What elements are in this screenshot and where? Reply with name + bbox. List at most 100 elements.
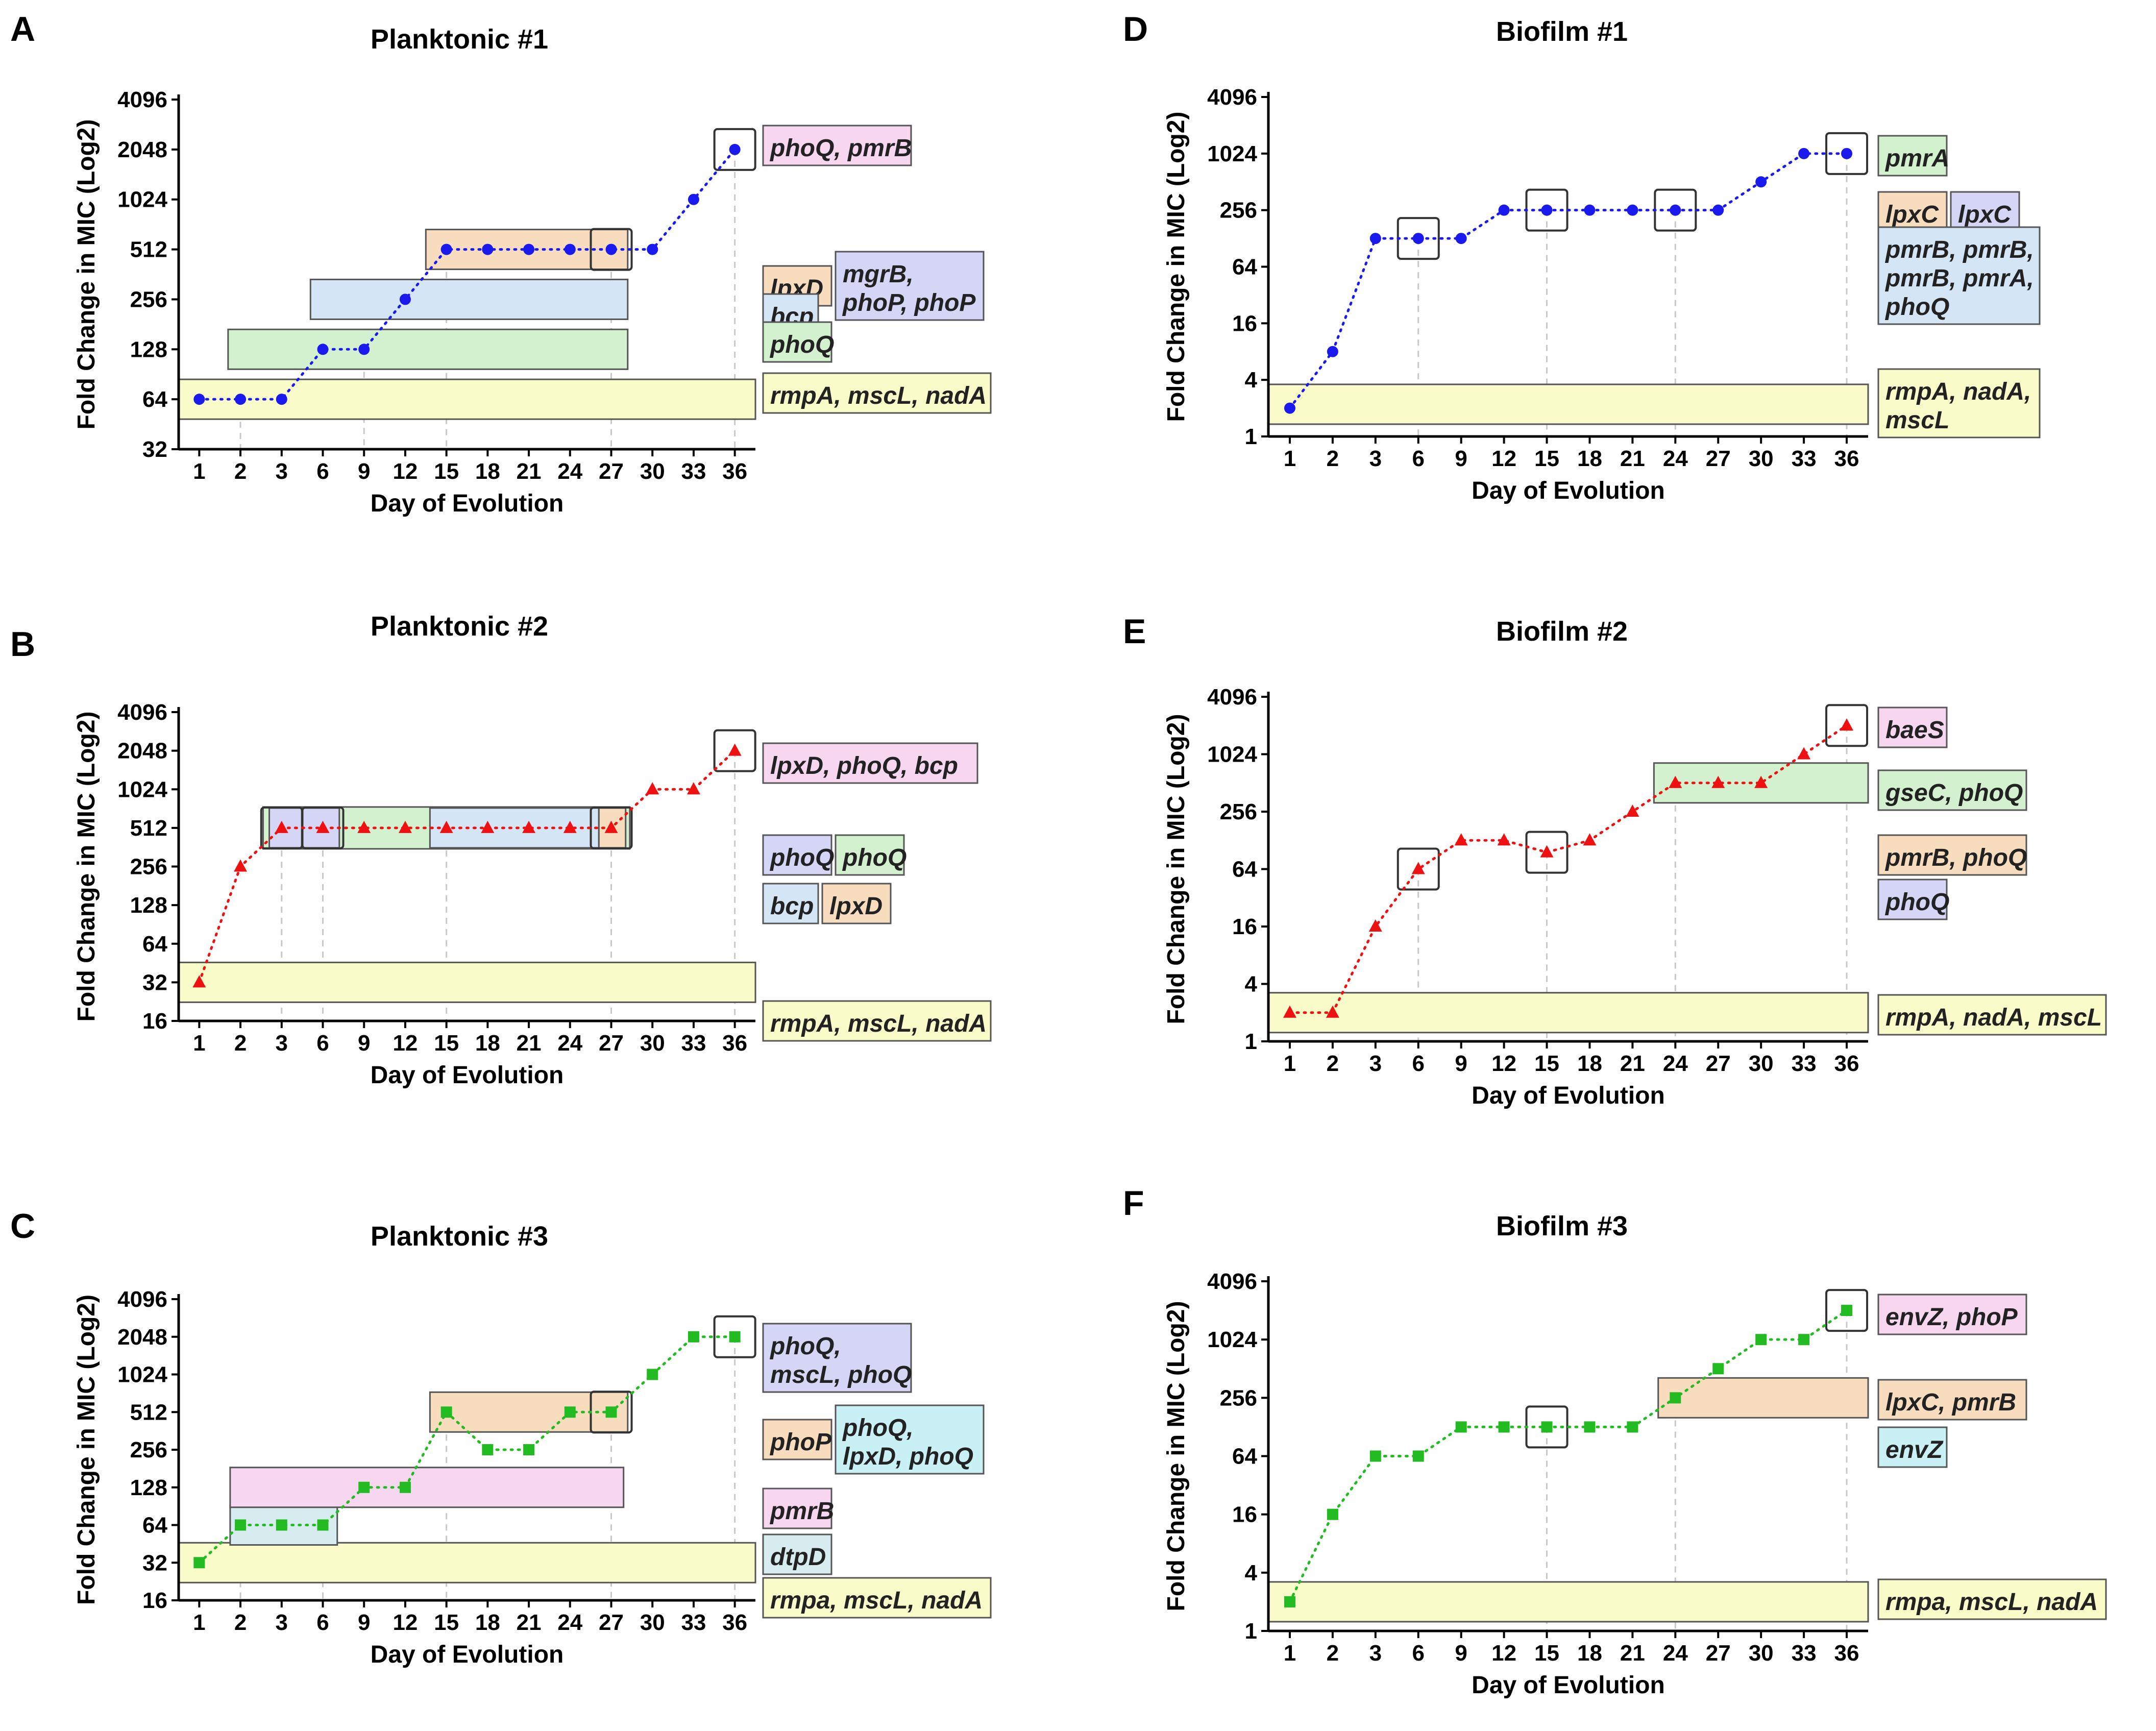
x-tick-label: 24 bbox=[557, 1031, 582, 1056]
x-tick-label: 33 bbox=[1792, 1641, 1817, 1666]
gene-label-line: phoQ, bbox=[842, 1415, 914, 1442]
gene-label-box bbox=[1877, 1379, 2027, 1421]
gene-label-line: mgrB, bbox=[843, 261, 914, 288]
gene-label: envZ, phoP bbox=[1885, 1304, 2018, 1331]
data-point bbox=[688, 1331, 699, 1343]
y-tick-label: 2048 bbox=[117, 739, 167, 764]
data-point bbox=[1627, 1421, 1638, 1433]
panel-a: A Planktonic #132641282565121024204840961… bbox=[10, 10, 992, 517]
x-tick-label: 15 bbox=[434, 1031, 459, 1056]
y-axis-label: Fold Change in MIC (Log2) bbox=[73, 1295, 100, 1605]
gene-label: pmrB, pmrB, pmrB, pmrA, phoQ bbox=[1884, 236, 2034, 321]
y-tick-label: 256 bbox=[1220, 1385, 1257, 1410]
data-point bbox=[193, 394, 205, 405]
x-tick-label: 6 bbox=[1412, 446, 1425, 471]
gene-label: phoQ bbox=[1884, 889, 1949, 916]
data-point bbox=[1455, 233, 1467, 245]
gene-label-box bbox=[762, 125, 912, 166]
x-tick-label: 6 bbox=[316, 459, 329, 484]
x-tick-label: 30 bbox=[640, 1610, 665, 1635]
gene-label-box bbox=[1877, 769, 2027, 811]
x-tick-label: 2 bbox=[234, 459, 247, 484]
y-tick-label: 16 bbox=[1232, 311, 1257, 336]
gene-label-line: phoQ bbox=[1884, 294, 1949, 321]
data-point bbox=[647, 1369, 658, 1380]
gene-label: phoQ bbox=[842, 844, 906, 871]
y-tick-label: 256 bbox=[130, 287, 167, 312]
data-point bbox=[234, 859, 248, 872]
data-point bbox=[440, 1406, 452, 1418]
gene-label-line: phoQ, pmrB bbox=[769, 135, 912, 162]
data-point bbox=[439, 820, 453, 833]
x-tick-label: 33 bbox=[681, 1031, 706, 1056]
x-tick-label: 33 bbox=[1792, 1051, 1817, 1076]
x-tick-label: 12 bbox=[393, 1031, 418, 1056]
x-axis-label: Day of Evolution bbox=[1472, 1082, 1665, 1109]
data-point bbox=[563, 820, 577, 833]
series-line bbox=[1288, 1309, 1848, 1603]
data-point bbox=[1798, 1334, 1810, 1346]
mutation-span bbox=[1267, 1581, 1869, 1623]
y-tick-label: 4 bbox=[1245, 972, 1258, 997]
data-point bbox=[1841, 1305, 1853, 1316]
gene-label: lpxD bbox=[829, 893, 883, 920]
data-point bbox=[1711, 775, 1725, 788]
gene-label-box bbox=[762, 1323, 912, 1393]
data-point bbox=[1583, 833, 1597, 846]
data-point bbox=[1455, 1421, 1467, 1433]
data-point bbox=[605, 243, 617, 255]
gene-label-line: pmrB, pmrB, bbox=[1884, 236, 2034, 263]
y-tick-label: 128 bbox=[130, 1475, 167, 1500]
gene-label-line: pmrB bbox=[769, 1498, 834, 1525]
gene-label-line: lpxD, phoQ, bcp bbox=[770, 752, 958, 779]
data-point bbox=[523, 1444, 535, 1455]
x-tick-label: 27 bbox=[599, 1610, 624, 1635]
data-point bbox=[1712, 1363, 1724, 1375]
x-tick-label: 24 bbox=[1663, 1641, 1688, 1666]
x-tick-label: 12 bbox=[1491, 1051, 1516, 1076]
data-point bbox=[399, 294, 411, 305]
highlight-box bbox=[1825, 704, 1869, 747]
highlight-box bbox=[713, 1315, 756, 1358]
gene-label: lpxC, pmrB bbox=[1885, 1389, 2016, 1416]
data-point bbox=[1412, 1450, 1424, 1462]
gene-label: bcp bbox=[770, 893, 814, 920]
y-tick-label: 4096 bbox=[1207, 1269, 1257, 1294]
data-point bbox=[564, 243, 576, 255]
gene-label-line: phoQ bbox=[769, 844, 834, 871]
y-tick-label: 1024 bbox=[117, 187, 167, 212]
y-tick-label: 512 bbox=[130, 816, 167, 841]
x-tick-label: 18 bbox=[1577, 1641, 1602, 1666]
gene-label: pmrA bbox=[1884, 145, 1949, 172]
y-tick-label: 256 bbox=[130, 1437, 167, 1462]
data-point bbox=[1797, 747, 1811, 760]
x-tick-label: 33 bbox=[681, 1610, 706, 1635]
x-tick-label: 33 bbox=[1792, 446, 1817, 471]
gene-label-line: lpxC, pmrB bbox=[1885, 1389, 2016, 1416]
gene-label-box bbox=[762, 742, 978, 784]
gene-label: lpxC bbox=[1885, 201, 1939, 228]
x-tick-label: 9 bbox=[1455, 1051, 1467, 1076]
x-tick-label: 27 bbox=[599, 459, 624, 484]
mutation-span bbox=[229, 1467, 625, 1508]
x-tick-label: 3 bbox=[276, 459, 288, 484]
series-line bbox=[198, 749, 737, 984]
gene-label-line: phoQ bbox=[769, 331, 834, 358]
y-tick-label: 1024 bbox=[1207, 1327, 1257, 1352]
gene-label-line: rmpA, mscL, nadA bbox=[770, 1010, 987, 1037]
gene-label: rmpA, nadA, mscL bbox=[1885, 1004, 2102, 1031]
x-tick-label: 2 bbox=[1327, 1641, 1339, 1666]
gene-label: phoQ bbox=[769, 331, 834, 358]
x-tick-label: 3 bbox=[1369, 1051, 1382, 1076]
x-tick-label: 9 bbox=[358, 459, 370, 484]
data-point bbox=[1541, 204, 1553, 216]
gene-label-box bbox=[762, 1000, 992, 1042]
gene-label: phoP bbox=[769, 1429, 832, 1456]
mutation-span bbox=[309, 278, 629, 320]
y-tick-label: 16 bbox=[1232, 914, 1257, 939]
panel-b: B Planktonic #216326412825651210242048409… bbox=[10, 611, 992, 1089]
x-tick-label: 27 bbox=[1706, 446, 1731, 471]
panel-title: Biofilm #1 bbox=[1496, 16, 1628, 47]
highlight-box bbox=[713, 729, 756, 772]
y-tick-label: 256 bbox=[1220, 799, 1257, 824]
